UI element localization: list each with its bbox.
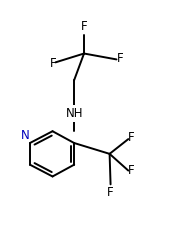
Text: F: F <box>128 131 135 144</box>
Text: NH: NH <box>65 107 83 120</box>
Text: F: F <box>50 57 56 70</box>
Text: N: N <box>21 129 30 142</box>
Text: F: F <box>116 52 123 65</box>
Text: F: F <box>107 186 114 199</box>
Text: F: F <box>128 164 135 177</box>
Text: NH: NH <box>65 107 83 120</box>
Text: F: F <box>81 20 87 33</box>
